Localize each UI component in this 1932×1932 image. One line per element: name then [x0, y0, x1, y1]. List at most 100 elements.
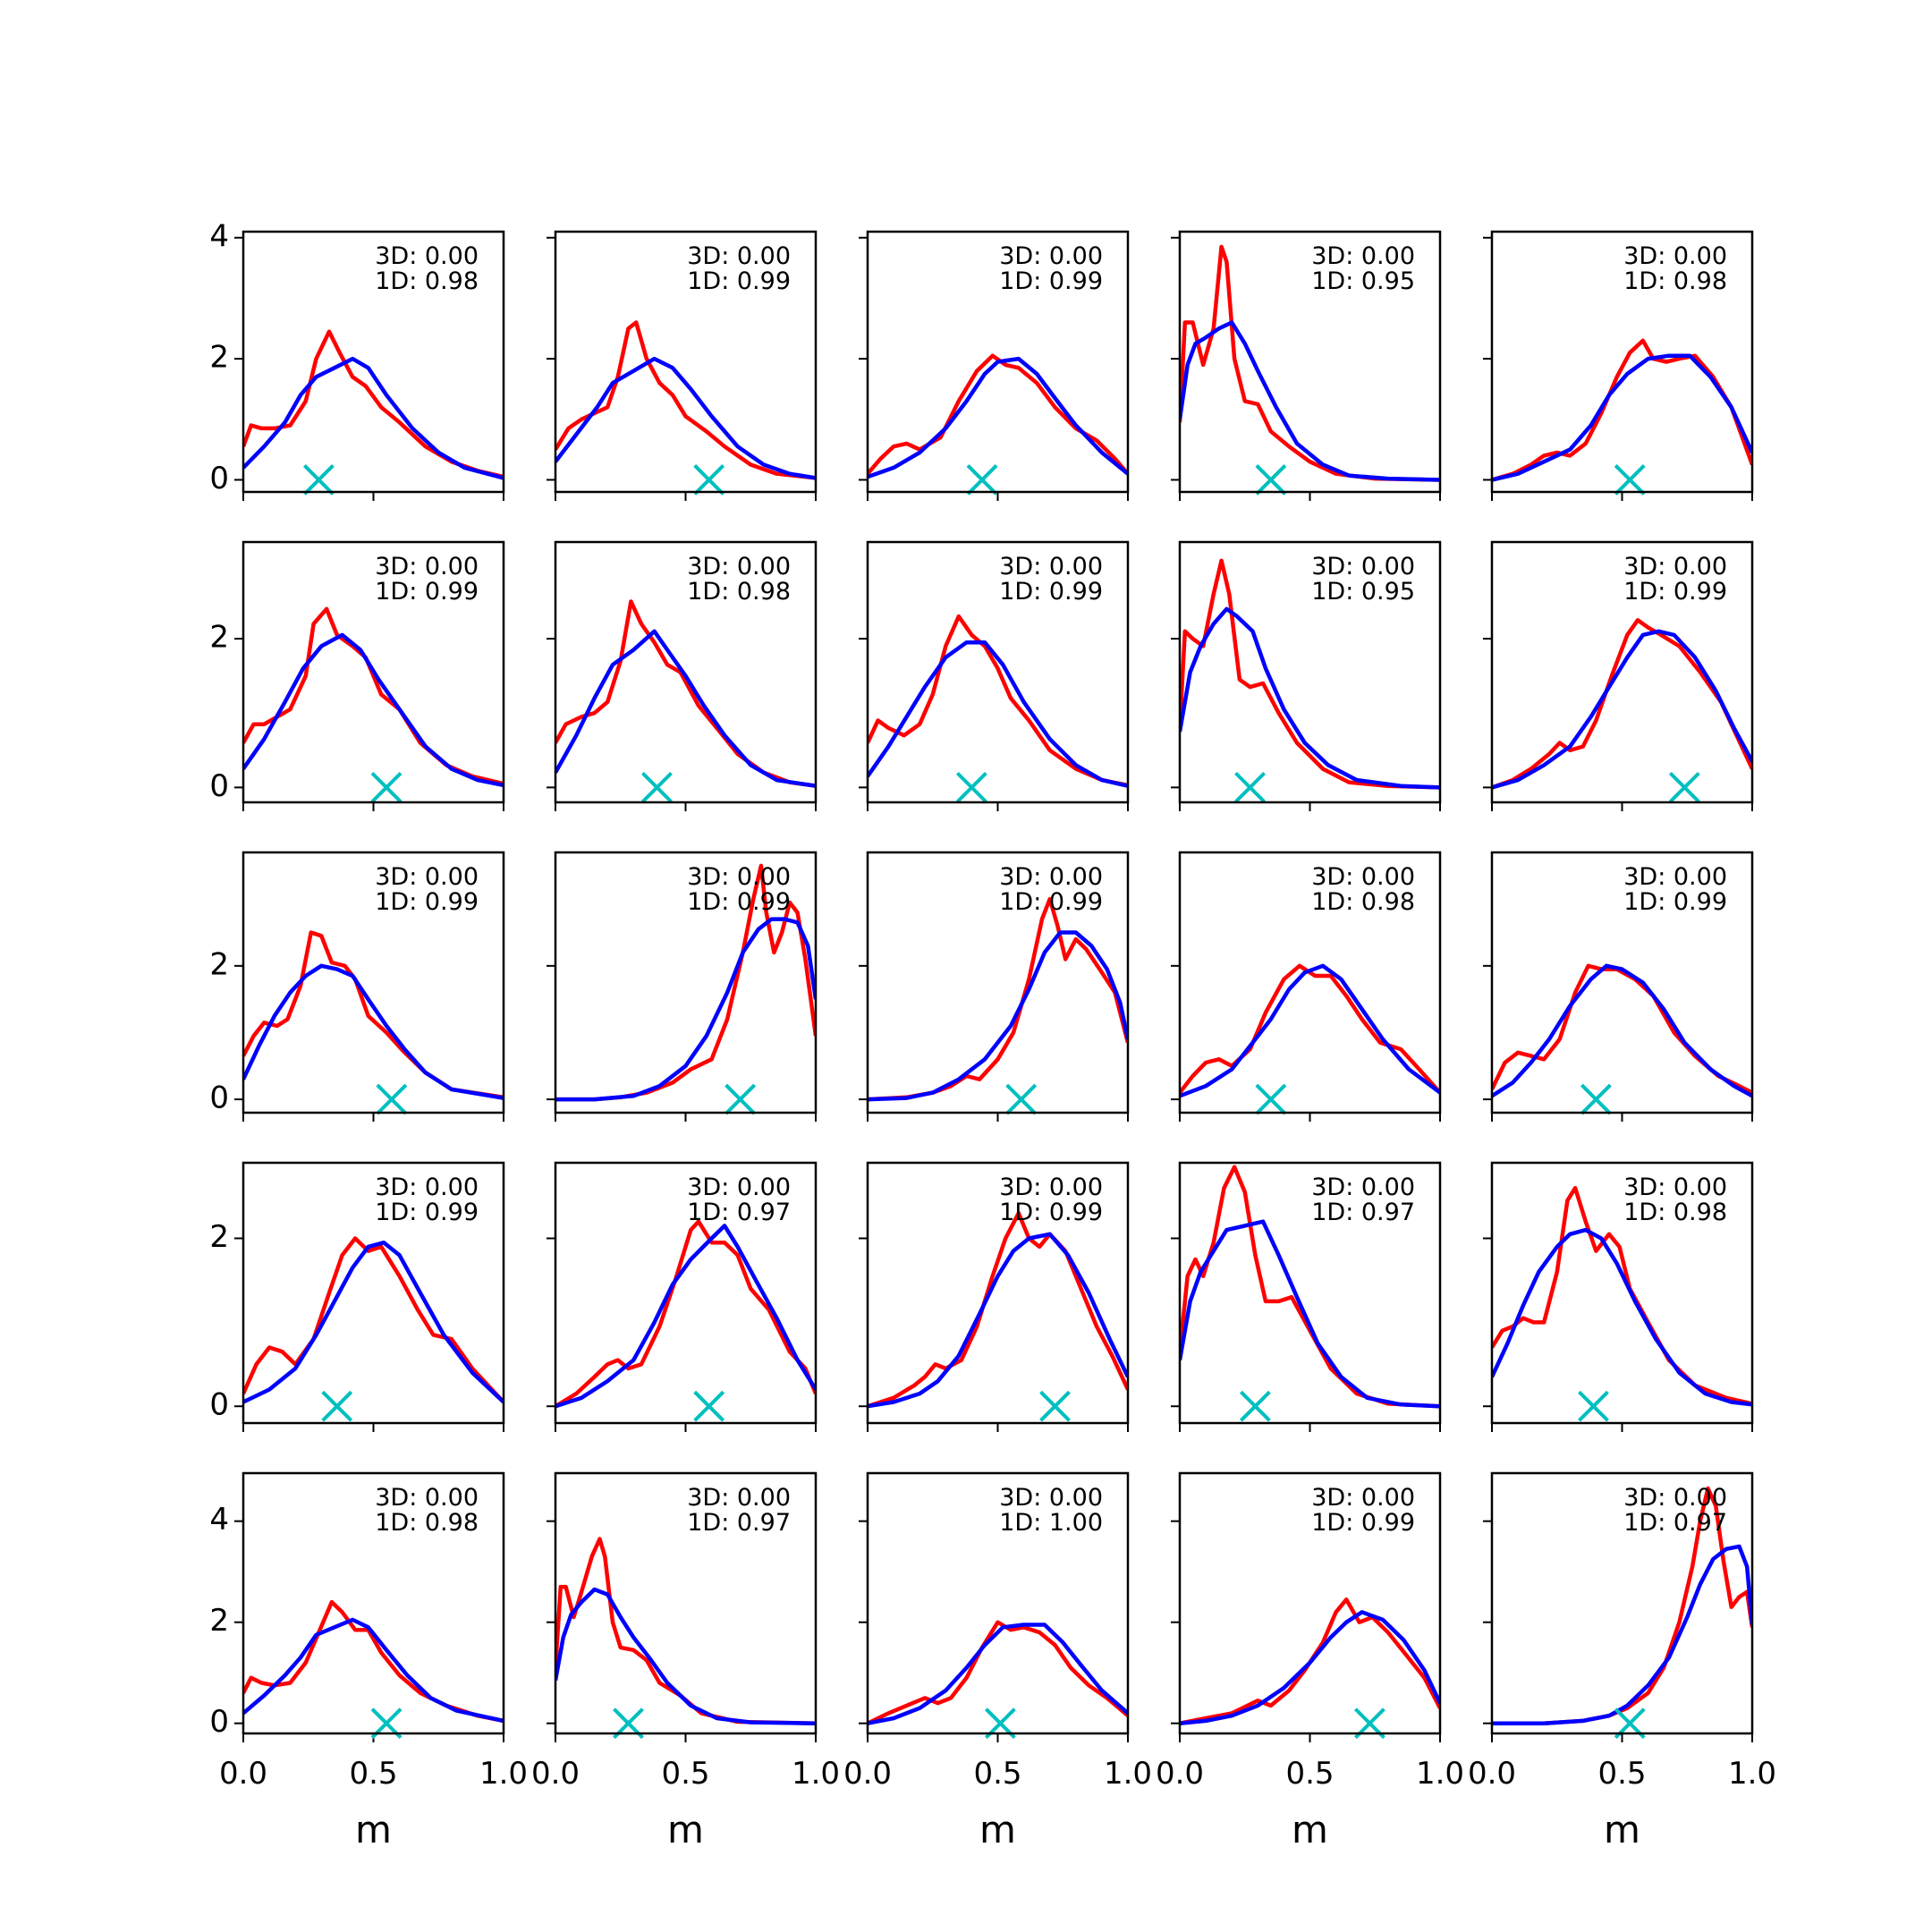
x-tick-label: 0.5 — [1285, 1756, 1334, 1792]
annotation-3d: 3D: 0.00 — [1311, 242, 1415, 270]
blue-curve — [868, 356, 1128, 479]
red-curve — [243, 1236, 504, 1404]
x-marker — [302, 464, 335, 496]
annotation-3d: 3D: 0.00 — [1311, 863, 1415, 891]
annotation-1d: 1D: 0.99 — [375, 1199, 479, 1226]
blue-curve — [1180, 963, 1440, 1098]
axes-frame — [1178, 1471, 1442, 1735]
red-curve — [868, 896, 1128, 1102]
red-curve — [243, 1599, 504, 1724]
blue-curve — [868, 1623, 1128, 1725]
axes-frame — [242, 540, 505, 804]
annotation-1d: 1D: 0.99 — [375, 888, 479, 916]
axes-frame — [1490, 540, 1754, 804]
x-tick-label: 1.0 — [1104, 1756, 1152, 1792]
red-curve — [1492, 618, 1752, 790]
blue-curve — [555, 917, 816, 1102]
axes-frame — [1490, 1471, 1754, 1735]
annotation-3d: 3D: 0.00 — [1623, 863, 1727, 891]
annotation-1d: 1D: 0.99 — [687, 888, 791, 916]
red-curve — [243, 329, 504, 479]
annotation-1d: 1D: 0.97 — [687, 1199, 791, 1226]
x-marker — [1255, 464, 1287, 496]
x-axis-label: m — [1292, 1808, 1328, 1852]
annotation-3d: 3D: 0.00 — [375, 863, 479, 891]
annotation-1d: 1D: 0.98 — [1623, 267, 1727, 295]
x-marker — [1239, 1390, 1271, 1422]
axes-frame — [866, 1471, 1130, 1735]
blue-curve — [243, 632, 504, 788]
y-tick-label: 2 — [209, 340, 229, 376]
annotation-1d: 1D: 0.98 — [687, 578, 791, 606]
x-axis-label: m — [667, 1808, 704, 1852]
x-axis-label: m — [979, 1808, 1016, 1852]
red-curve — [1180, 963, 1440, 1095]
x-marker — [1578, 1390, 1609, 1422]
x-tick-label: 0.5 — [661, 1756, 709, 1792]
annotation-3d: 3D: 0.00 — [999, 553, 1103, 580]
blue-curve — [243, 963, 504, 1100]
blue-curve — [1492, 963, 1752, 1098]
annotation-3d: 3D: 0.00 — [1311, 1484, 1415, 1512]
red-curve — [1492, 338, 1752, 482]
axes-frame — [866, 1161, 1130, 1425]
y-tick-label: 0 — [209, 1080, 229, 1116]
x-axis-label: m — [355, 1808, 392, 1852]
x-marker — [966, 464, 998, 496]
x-tick-label: 0.0 — [531, 1756, 580, 1792]
axes-frame — [554, 1161, 818, 1425]
axes-frame — [554, 540, 818, 804]
axes-frame — [1178, 851, 1442, 1114]
annotation-1d: 1D: 0.99 — [999, 888, 1103, 916]
blue-curve — [1492, 629, 1752, 790]
y-tick-label: 2 — [209, 946, 229, 982]
axes-frame — [1178, 1161, 1442, 1425]
blue-curve — [1180, 606, 1440, 790]
annotation-1d: 1D: 0.99 — [1623, 578, 1727, 606]
x-marker — [641, 771, 673, 803]
annotation-3d: 3D: 0.00 — [999, 1484, 1103, 1512]
annotation-1d: 1D: 0.99 — [999, 578, 1103, 606]
annotation-3d: 3D: 0.00 — [999, 1174, 1103, 1201]
blue-curve — [555, 356, 816, 480]
blue-curve — [1180, 1219, 1440, 1409]
annotation-1d: 1D: 0.99 — [1311, 1509, 1415, 1537]
red-curve — [1180, 558, 1440, 790]
x-marker — [955, 771, 987, 803]
x-tick-label: 0.5 — [973, 1756, 1021, 1792]
annotation-3d: 3D: 0.00 — [375, 553, 479, 580]
y-tick-label: 4 — [209, 218, 229, 254]
blue-curve — [868, 930, 1128, 1102]
blue-curve — [868, 640, 1128, 788]
annotation-1d: 1D: 0.97 — [1623, 1509, 1727, 1537]
y-tick-label: 0 — [209, 461, 229, 496]
annotation-1d: 1D: 0.99 — [687, 267, 791, 295]
annotation-1d: 1D: 0.98 — [1311, 888, 1415, 916]
annotation-3d: 3D: 0.00 — [1311, 1174, 1415, 1201]
x-marker — [376, 1083, 408, 1115]
y-tick-label: 2 — [209, 1603, 229, 1639]
axes-frame — [242, 1471, 505, 1735]
annotation-1d: 1D: 0.97 — [1311, 1199, 1415, 1226]
axes-frame — [554, 230, 818, 494]
x-marker — [370, 771, 402, 803]
blue-curve — [1180, 1610, 1440, 1725]
annotation-3d: 3D: 0.00 — [375, 242, 479, 270]
annotation-3d: 3D: 0.00 — [1623, 1484, 1727, 1512]
x-marker — [1668, 771, 1700, 803]
